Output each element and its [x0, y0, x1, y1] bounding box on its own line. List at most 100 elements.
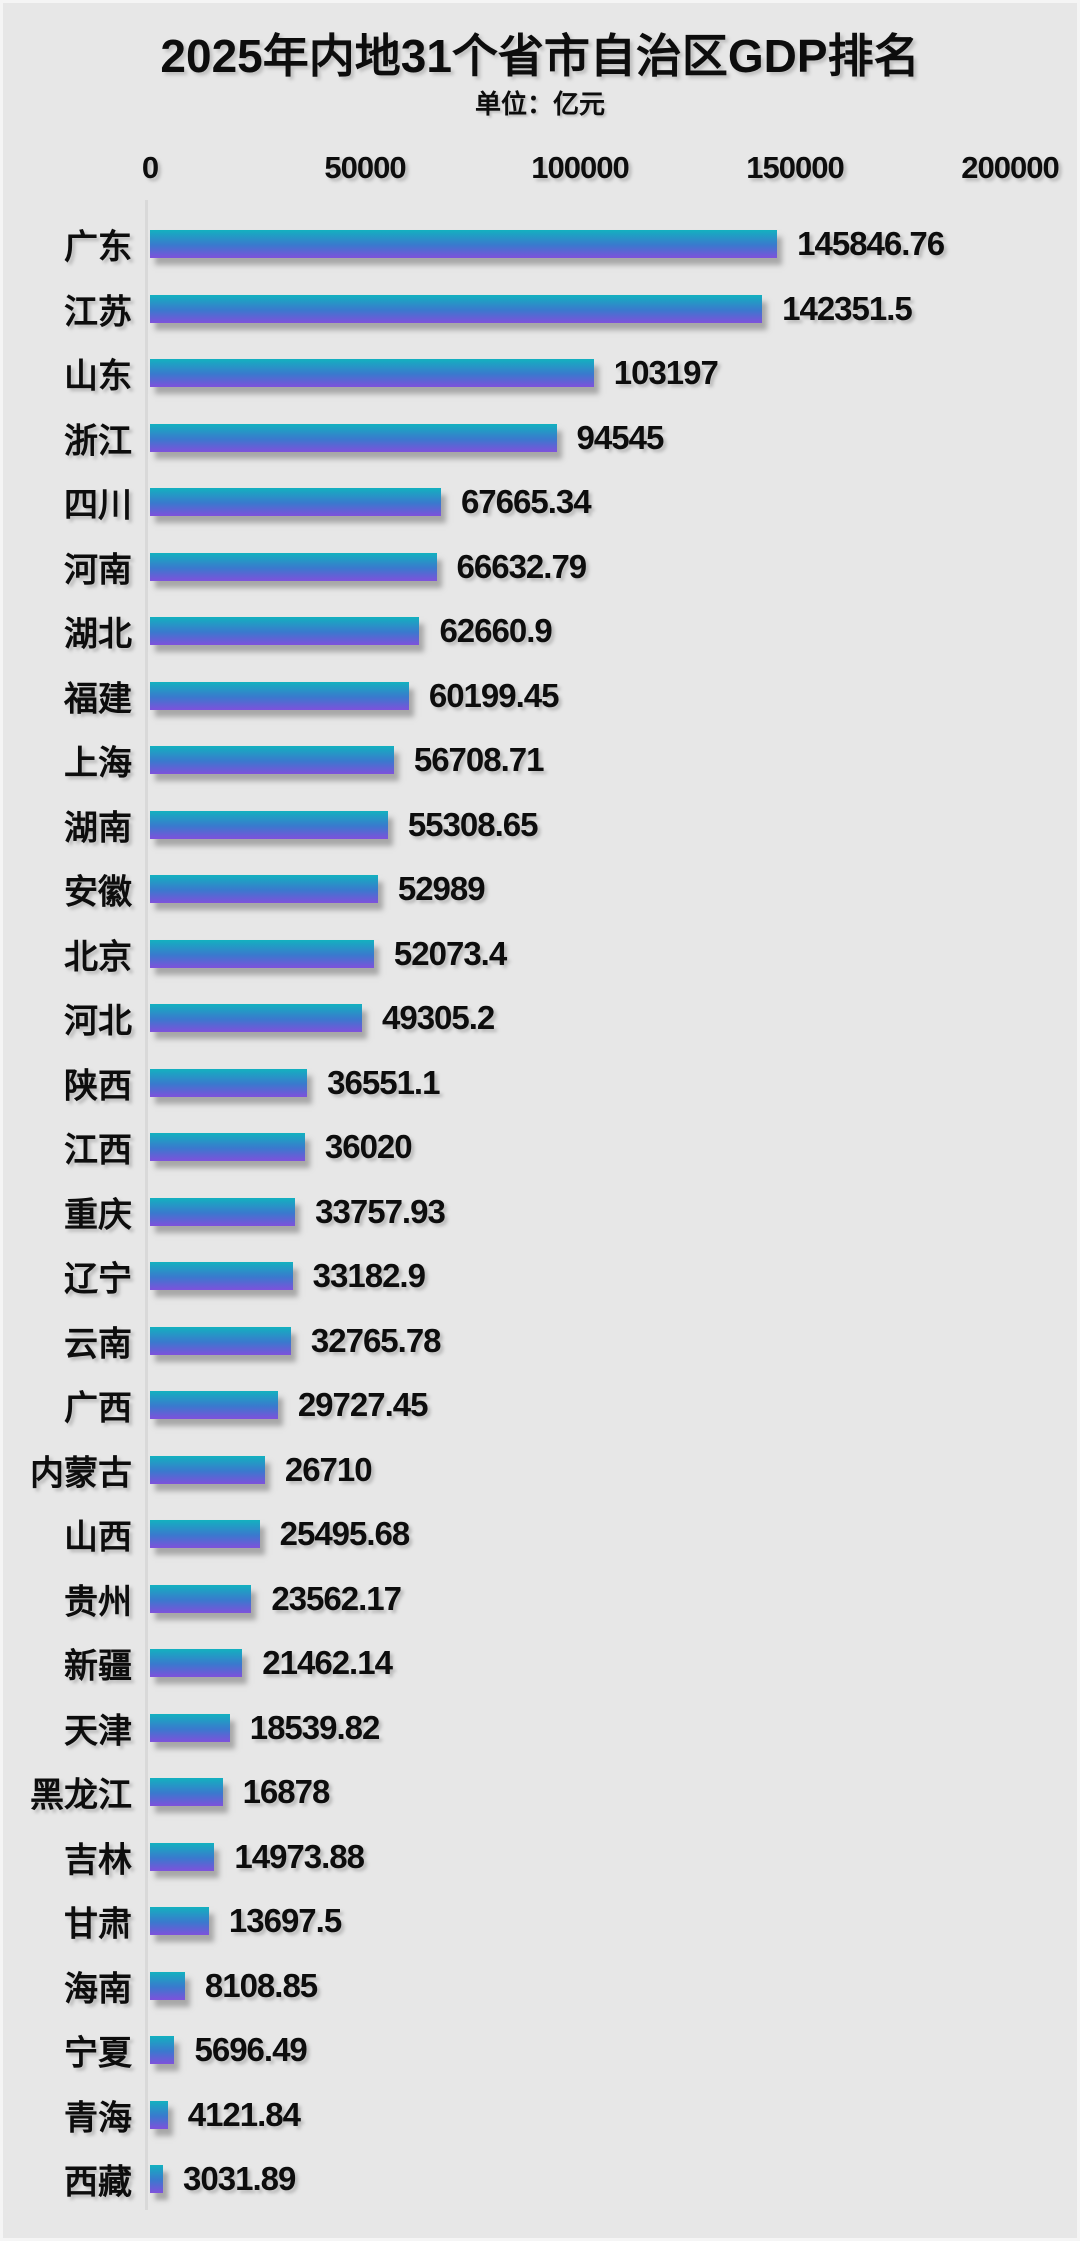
x-axis-tick-label: 200000: [961, 150, 1059, 185]
bar-row: 上海 56708.71: [0, 728, 1080, 793]
bar-value-label: 94545: [576, 418, 665, 456]
bar-category-label: 北京: [64, 938, 132, 977]
bar-category-label: 辽宁: [64, 1260, 132, 1299]
bar: [150, 810, 388, 839]
bar-category-label: 黑龙江: [30, 1776, 132, 1815]
bar: [150, 875, 378, 904]
bar-category-label: 西藏: [64, 2163, 132, 2202]
bar-category-label: 青海: [64, 2099, 132, 2138]
bar-value-label: 55308.65: [407, 805, 539, 843]
bar: [150, 488, 441, 517]
bar-value-label: 33182.9: [312, 1257, 426, 1295]
bar-category-label: 云南: [64, 1325, 132, 1364]
bar-row: 云南 32765.78: [0, 1309, 1080, 1374]
bar-category-label: 浙江: [64, 422, 132, 461]
bar-value-label: 32765.78: [310, 1321, 442, 1359]
bar-value-label: 60199.45: [428, 676, 560, 714]
bar-value-label: 21462.14: [262, 1644, 393, 1682]
x-axis-tick-label: 150000: [746, 150, 844, 185]
bar: [150, 423, 557, 452]
bar-row: 贵州 23562.17: [0, 1567, 1080, 1632]
bar-row: 广东 145846.76: [0, 212, 1080, 277]
bar-value-label: 142351.5: [782, 289, 913, 327]
bar: [150, 1068, 308, 1097]
bar: [150, 1326, 291, 1355]
bar-value-label: 5696.49: [194, 2031, 307, 2069]
bar-row: 甘肃 13697.5: [0, 1889, 1080, 1954]
bar: [150, 2100, 168, 2129]
bar: [150, 1197, 296, 1226]
bar: [150, 294, 763, 323]
bar-category-label: 江西: [64, 1131, 132, 1170]
chart-subtitle: 单位：亿元: [474, 89, 605, 119]
bar-category-label: 重庆: [64, 1196, 132, 1235]
bar-value-label: 67665.34: [460, 483, 592, 521]
bar-row: 安徽 52989: [0, 857, 1080, 922]
bar-value-label: 66632.79: [456, 547, 588, 585]
bar-row: 江西 36020: [0, 1115, 1080, 1180]
bar: [150, 1391, 278, 1420]
bar-row: 内蒙古 26710: [0, 1438, 1080, 1503]
bar-row: 湖北 62660.9: [0, 599, 1080, 664]
bar: [150, 1004, 362, 1033]
bar-category-label: 山东: [64, 357, 132, 396]
bar-row: 西藏 3031.89: [0, 2147, 1080, 2212]
bar-value-label: 36551.1: [327, 1063, 440, 1101]
bar-row: 北京 52073.4: [0, 922, 1080, 987]
bar-row: 四川 67665.34: [0, 470, 1080, 535]
x-axis-tick-label: 0: [141, 150, 159, 185]
bar: [150, 1778, 223, 1807]
bar-category-label: 吉林: [64, 1841, 132, 1880]
bar-row: 黑龙江 16878: [0, 1760, 1080, 1825]
bar-category-label: 宁夏: [64, 2034, 132, 2073]
bar: [150, 1262, 293, 1291]
bar-category-label: 广西: [64, 1389, 132, 1428]
bar-value-label: 103197: [613, 354, 719, 392]
bar: [150, 1133, 305, 1162]
bar: [150, 230, 778, 259]
x-axis-tick-label: 50000: [324, 150, 406, 185]
bar-value-label: 14973.88: [234, 1837, 365, 1875]
bar-value-label: 8108.85: [204, 1966, 318, 2004]
bar: [150, 359, 594, 388]
bar: [150, 552, 437, 581]
bar: [150, 2165, 164, 2194]
bar-value-label: 23562.17: [271, 1579, 402, 1617]
bar-category-label: 内蒙古: [30, 1454, 132, 1493]
bar-category-label: 广东: [64, 228, 132, 267]
bar-row: 河北 49305.2: [0, 986, 1080, 1051]
bar-category-label: 福建: [64, 680, 132, 719]
bar-row: 湖南 55308.65: [0, 793, 1080, 858]
bar: [150, 1649, 243, 1678]
bar-row: 广西 29727.45: [0, 1373, 1080, 1438]
bar-row: 青海 4121.84: [0, 2083, 1080, 2148]
bar: [150, 1455, 265, 1484]
bar-category-label: 陕西: [64, 1067, 132, 1106]
bar-value-label: 16878: [242, 1773, 331, 1811]
bar: [150, 681, 409, 710]
bar: [150, 939, 374, 968]
y-axis-line: [145, 200, 148, 2210]
bar-value-label: 145846.76: [797, 225, 945, 263]
bar-value-label: 25495.68: [279, 1515, 411, 1553]
bar: [150, 1907, 209, 1936]
bar-category-label: 湖南: [64, 809, 132, 848]
bar: [150, 2036, 175, 2065]
bars-area: 广东 145846.76 江苏 142351.5 山东 103197 浙江 94…: [0, 212, 1080, 2212]
bar-row: 陕西 36551.1: [0, 1051, 1080, 1116]
bar-category-label: 江苏: [64, 293, 132, 332]
bar-row: 河南 66632.79: [0, 535, 1080, 600]
bar: [150, 746, 394, 775]
bar-category-label: 上海: [64, 744, 132, 783]
bar-category-label: 河南: [64, 551, 132, 590]
bar-value-label: 62660.9: [439, 612, 552, 650]
bar-value-label: 56708.71: [413, 741, 545, 779]
bar: [150, 1520, 260, 1549]
bar: [150, 1713, 230, 1742]
bar-row: 山东 103197: [0, 341, 1080, 406]
bar-value-label: 49305.2: [382, 999, 495, 1037]
bar-value-label: 33757.93: [315, 1192, 446, 1230]
x-axis: 0 50000 100000 150000 200000: [0, 150, 1080, 190]
bar-value-label: 4121.84: [187, 2095, 301, 2133]
